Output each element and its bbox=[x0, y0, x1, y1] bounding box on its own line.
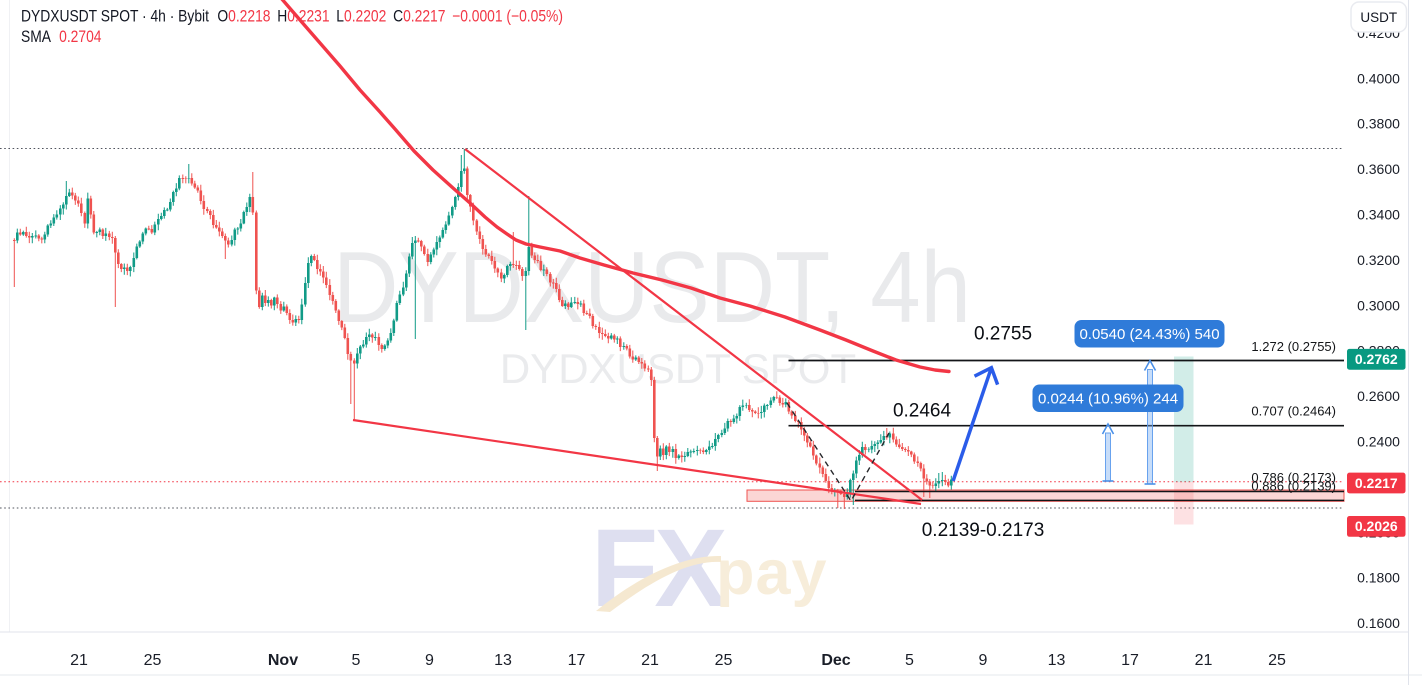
svg-text:0.886 (0.2139): 0.886 (0.2139) bbox=[1251, 479, 1336, 494]
svg-text:0.3000: 0.3000 bbox=[1357, 297, 1400, 313]
svg-text:0.2762: 0.2762 bbox=[1355, 351, 1398, 367]
svg-text:21: 21 bbox=[1195, 652, 1213, 669]
svg-text:0.0244 (10.96%) 244: 0.0244 (10.96%) 244 bbox=[1038, 390, 1178, 407]
svg-text:17: 17 bbox=[1121, 652, 1139, 669]
svg-text:0.2026: 0.2026 bbox=[1355, 518, 1398, 534]
svg-text:0.786 (0.2173): 0.786 (0.2173) bbox=[1251, 470, 1336, 485]
svg-text:21: 21 bbox=[70, 652, 88, 669]
svg-text:pay: pay bbox=[716, 538, 828, 608]
svg-text:Nov: Nov bbox=[268, 652, 298, 669]
svg-text:SMA 0.2704: SMA 0.2704 bbox=[21, 28, 102, 46]
svg-text:0.2217: 0.2217 bbox=[1355, 475, 1398, 491]
svg-text:0.707 (0.2464): 0.707 (0.2464) bbox=[1251, 404, 1336, 419]
svg-text:0.4000: 0.4000 bbox=[1357, 70, 1400, 86]
svg-text:0.3200: 0.3200 bbox=[1357, 252, 1400, 268]
svg-text:25: 25 bbox=[1268, 652, 1286, 669]
svg-text:21: 21 bbox=[641, 652, 659, 669]
svg-text:1.272 (0.2755): 1.272 (0.2755) bbox=[1251, 339, 1336, 354]
svg-text:0.2400: 0.2400 bbox=[1357, 434, 1400, 450]
svg-text:0.3800: 0.3800 bbox=[1357, 116, 1400, 132]
svg-text:0.2139-0.2173: 0.2139-0.2173 bbox=[922, 520, 1045, 541]
svg-text:DYDXUSDT, 4h: DYDXUSDT, 4h bbox=[333, 231, 971, 344]
svg-text:0.2755: 0.2755 bbox=[974, 324, 1032, 345]
svg-text:9: 9 bbox=[425, 652, 434, 669]
svg-text:25: 25 bbox=[144, 652, 162, 669]
svg-text:0.3400: 0.3400 bbox=[1357, 207, 1400, 223]
svg-text:5: 5 bbox=[352, 652, 361, 669]
svg-text:0.1800: 0.1800 bbox=[1357, 570, 1400, 586]
svg-text:0.2464: 0.2464 bbox=[893, 401, 952, 422]
svg-text:0.0540 (24.43%) 540: 0.0540 (24.43%) 540 bbox=[1079, 326, 1219, 343]
svg-text:13: 13 bbox=[1048, 652, 1066, 669]
svg-text:5: 5 bbox=[905, 652, 914, 669]
svg-text:DYDXUSDT SPOT: DYDXUSDT SPOT bbox=[500, 345, 856, 392]
svg-text:USDT: USDT bbox=[1360, 10, 1397, 25]
svg-text:FX: FX bbox=[591, 507, 727, 630]
svg-text:9: 9 bbox=[979, 652, 988, 669]
svg-text:17: 17 bbox=[568, 652, 586, 669]
svg-text:Dec: Dec bbox=[821, 652, 850, 669]
svg-text:0.2600: 0.2600 bbox=[1357, 388, 1400, 404]
svg-text:25: 25 bbox=[715, 652, 733, 669]
svg-text:0.1600: 0.1600 bbox=[1357, 615, 1400, 631]
svg-text:0.3600: 0.3600 bbox=[1357, 161, 1400, 177]
svg-text:13: 13 bbox=[494, 652, 512, 669]
